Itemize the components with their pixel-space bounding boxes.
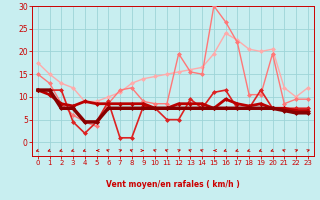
X-axis label: Vent moyen/en rafales ( km/h ): Vent moyen/en rafales ( km/h ) [106, 180, 240, 189]
